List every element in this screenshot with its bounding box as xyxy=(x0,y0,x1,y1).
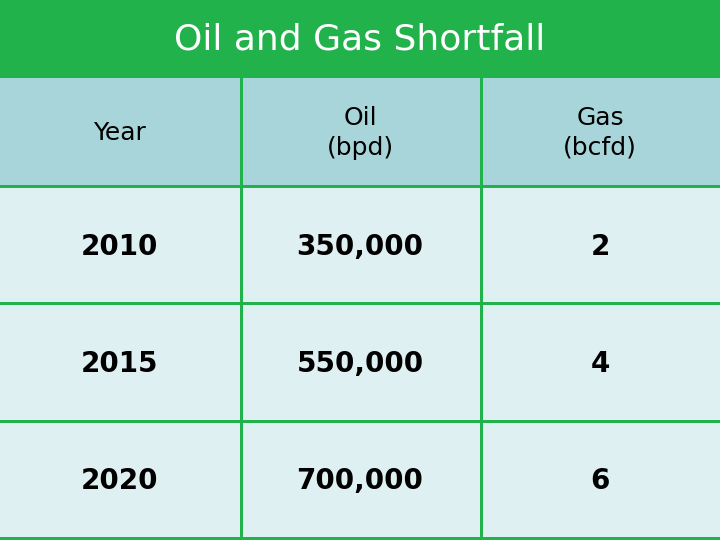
Text: Gas
(bcfd): Gas (bcfd) xyxy=(563,106,637,160)
Text: 2015: 2015 xyxy=(81,350,158,378)
Text: 550,000: 550,000 xyxy=(297,350,423,378)
FancyBboxPatch shape xyxy=(483,188,720,302)
Text: 700,000: 700,000 xyxy=(297,467,423,495)
FancyBboxPatch shape xyxy=(0,78,240,185)
Text: 2020: 2020 xyxy=(81,467,158,495)
Text: Oil and Gas Shortfall: Oil and Gas Shortfall xyxy=(174,22,546,56)
FancyBboxPatch shape xyxy=(483,305,720,420)
Text: 2010: 2010 xyxy=(81,233,158,261)
FancyBboxPatch shape xyxy=(243,423,480,537)
FancyBboxPatch shape xyxy=(0,305,240,420)
FancyBboxPatch shape xyxy=(243,188,480,302)
Text: 4: 4 xyxy=(590,350,610,378)
FancyBboxPatch shape xyxy=(243,78,480,185)
FancyBboxPatch shape xyxy=(0,0,720,78)
FancyBboxPatch shape xyxy=(483,423,720,537)
FancyBboxPatch shape xyxy=(243,305,480,420)
FancyBboxPatch shape xyxy=(483,78,720,185)
Text: Oil
(bpd): Oil (bpd) xyxy=(326,106,394,160)
Text: Year: Year xyxy=(94,121,146,145)
FancyBboxPatch shape xyxy=(0,423,240,537)
Text: 2: 2 xyxy=(590,233,610,261)
Text: 350,000: 350,000 xyxy=(297,233,423,261)
FancyBboxPatch shape xyxy=(0,188,240,302)
Text: 6: 6 xyxy=(590,467,610,495)
